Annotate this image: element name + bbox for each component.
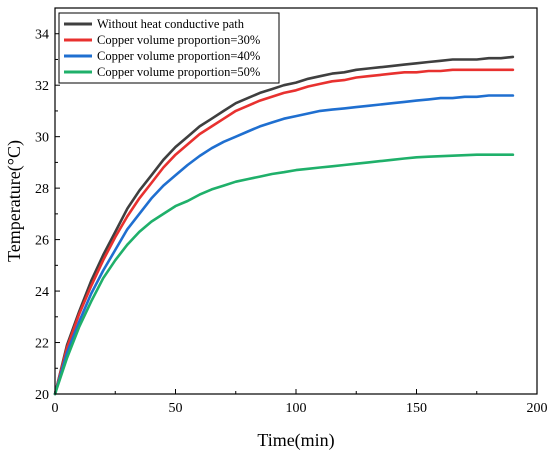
x-axis-title: Time(min) — [257, 430, 334, 451]
y-tick-label: 30 — [35, 131, 49, 146]
y-tick-label: 24 — [35, 285, 49, 300]
legend-label-3: Copper volume proportion=40% — [97, 49, 260, 63]
series-line-1 — [53, 55, 515, 396]
series-layer — [53, 55, 515, 396]
y-tick-label: 32 — [35, 79, 49, 94]
y-tick-label: 20 — [35, 388, 49, 403]
legend: Without heat conductive path Copper volum… — [58, 12, 280, 84]
legend-label-1: Without heat conductive path — [97, 17, 245, 31]
x-tick-label: 100 — [286, 401, 307, 416]
y-tick-label: 22 — [35, 337, 49, 352]
y-axis-title: Temperature(°C) — [4, 140, 25, 262]
y-tick-label: 26 — [35, 234, 49, 249]
x-tick-label: 150 — [406, 401, 427, 416]
x-tick-label: 50 — [169, 401, 183, 416]
x-tick-label: 0 — [52, 401, 59, 416]
legend-box — [58, 12, 280, 84]
x-tick-label: 200 — [527, 401, 548, 416]
legend-label-2: Copper volume proportion=30% — [97, 33, 260, 47]
series-line-3 — [53, 94, 515, 396]
series-line-2 — [53, 68, 515, 396]
series-line-4 — [53, 153, 515, 396]
y-tick-label: 28 — [35, 182, 49, 197]
legend-label-4: Copper volume proportion=50% — [97, 65, 260, 79]
y-tick-label: 34 — [35, 28, 49, 43]
ticks-layer: 0 50 100 150 200 20 22 24 26 28 30 32 34 — [35, 28, 548, 416]
